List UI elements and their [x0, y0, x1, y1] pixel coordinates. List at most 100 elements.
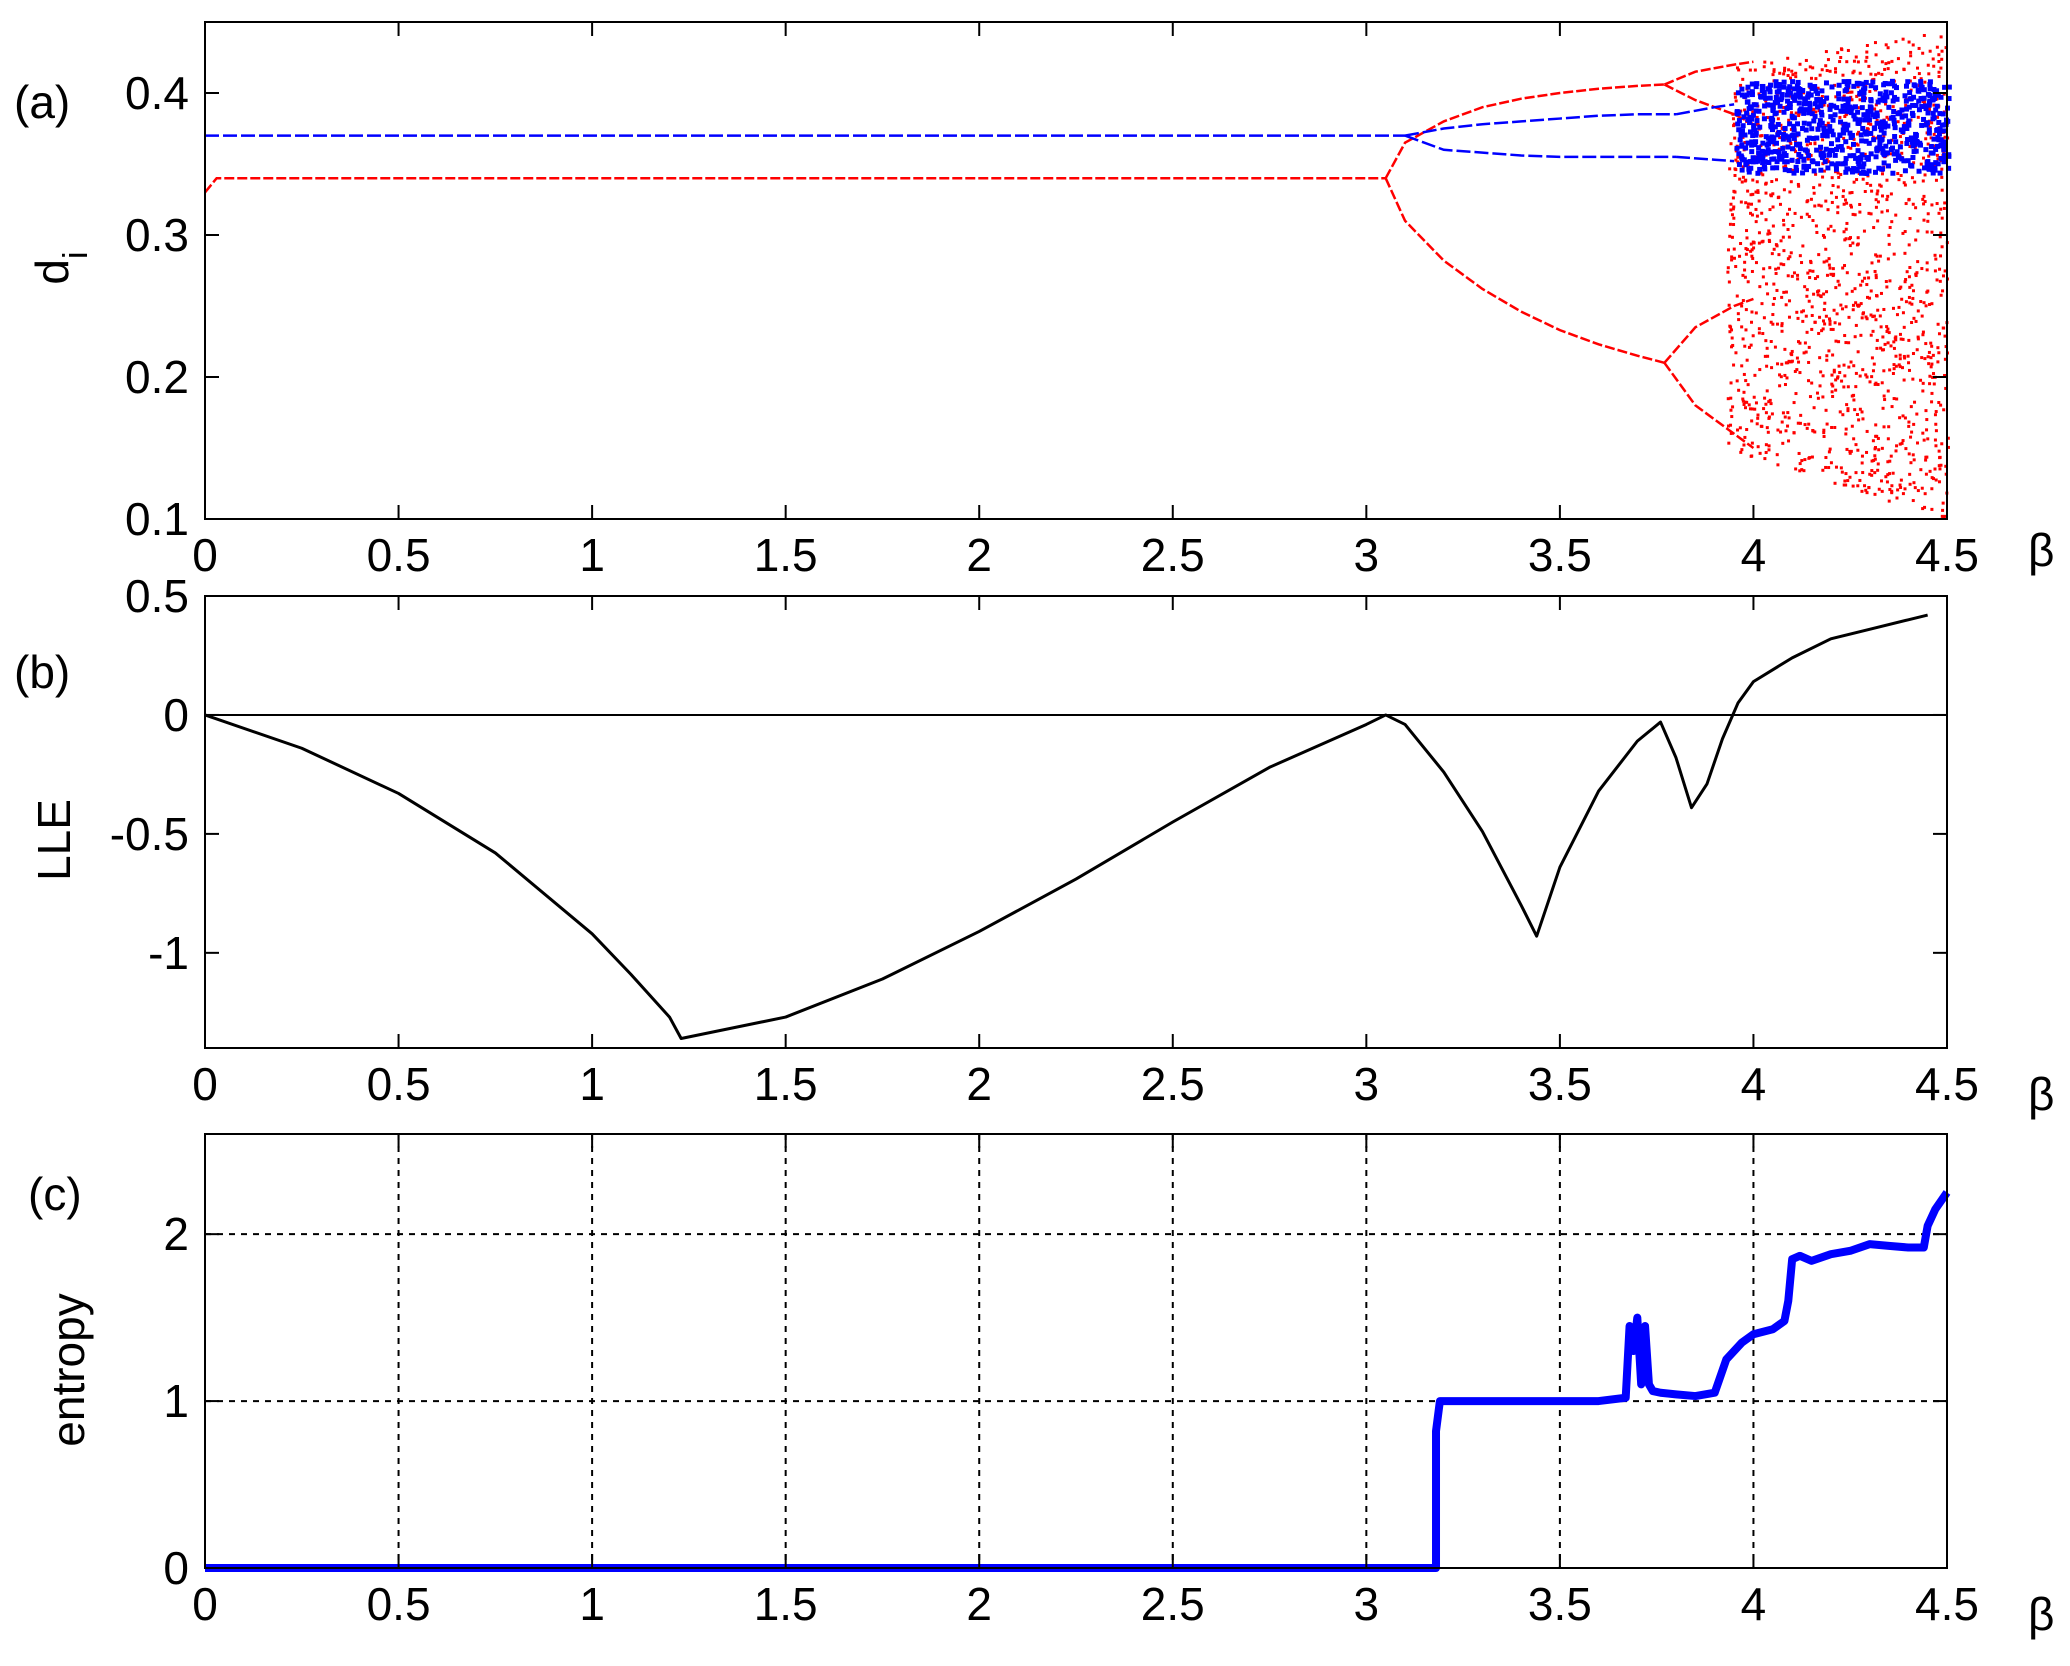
- panel-a-chaos-point: [1886, 67, 1890, 71]
- panel-a-chaos-point: [1764, 142, 1770, 148]
- panel-a-chaos-point: [1735, 379, 1739, 383]
- panel-a-chaos-point: [1783, 66, 1787, 70]
- panel-a-chaos-point: [1825, 259, 1829, 263]
- panel-a-chaos-point: [1853, 213, 1857, 217]
- panel-a-chaos-point: [1820, 132, 1826, 138]
- panel-a-chaos-point: [1930, 110, 1936, 116]
- panel-a-chaos-point: [1757, 166, 1763, 172]
- panel-a-chaos-point: [1794, 83, 1800, 89]
- panel-a-chaos-point: [1888, 279, 1892, 283]
- panel-a-chaos-point: [1909, 54, 1913, 58]
- panel-a-chaos-point: [1776, 463, 1780, 467]
- panel-a-chaos-point: [1858, 210, 1862, 214]
- panel-a-chaos-point: [1845, 292, 1849, 296]
- panel-a-chaos-point: [1791, 73, 1795, 77]
- panel-a-chaos-point: [1934, 127, 1940, 133]
- panel-a-chaos-point: [1735, 90, 1741, 96]
- panel-a-chaos-point: [1771, 313, 1775, 317]
- panel-a-chaos-point: [1737, 137, 1743, 143]
- panel-a-chaos-point: [1833, 83, 1837, 87]
- panel-a-chaos-point: [1822, 169, 1826, 173]
- panel-a-chaos-point: [1744, 201, 1748, 205]
- panel-a-chaos-point: [1877, 259, 1881, 263]
- panel-a-chaos-point: [1926, 130, 1932, 136]
- panel-a-chaos-point: [1779, 123, 1783, 127]
- panel-a-chaos-point: [1928, 302, 1932, 306]
- panel-b: (b) LLE β 0 0.5 1 1.5 2 2.5 3 3.5 4 4.5 0.50-0.5-…: [14, 570, 2054, 1120]
- panel-a-chaos-point: [1903, 251, 1907, 255]
- panel-a-chaos-point: [1806, 153, 1812, 159]
- panel-a-chaos-point: [1908, 217, 1912, 221]
- panel-a-chaos-point: [1762, 407, 1766, 411]
- panel-a-chaos-point: [1819, 370, 1823, 374]
- panel-a-chaos-point: [1875, 99, 1881, 105]
- panel-c-x-tick-label: 2: [966, 1578, 992, 1630]
- panel-a-chaos-point: [1761, 112, 1765, 116]
- panel-a-x-tick-label: 3: [1354, 529, 1380, 581]
- panel-a-chaos-point: [1926, 212, 1930, 216]
- panel-a-chaos-point: [1906, 118, 1912, 124]
- panel-a-chaos-point: [1771, 205, 1775, 209]
- panel-a-chaos-point: [1931, 87, 1937, 93]
- panel-a-chaos-point: [1762, 159, 1768, 165]
- panel-a-chaos-point: [1824, 314, 1828, 318]
- panel-a-chaos-point: [1895, 397, 1899, 401]
- panel-a-chaos-point: [1764, 191, 1768, 195]
- panel-a-chaos-point: [1784, 303, 1788, 307]
- panel-a-chaos-point: [1894, 40, 1898, 44]
- panel-a-chaos-point: [1942, 153, 1948, 159]
- panel-a-chaos-point: [1829, 128, 1835, 134]
- panel-a-chaos-point: [1926, 127, 1932, 133]
- panel-a-chaos-point: [1793, 93, 1799, 99]
- panel-a-chaos-point: [1810, 159, 1816, 165]
- panel-a-chaos-point: [1939, 207, 1943, 211]
- panel-a-chaos-point: [1743, 260, 1747, 264]
- panel-a-chaos-point: [1853, 335, 1857, 339]
- panel-a-chaos-point: [1784, 361, 1788, 365]
- panel-a-chaos-point: [1872, 77, 1876, 81]
- panel-a-chaos-point: [1906, 104, 1912, 110]
- panel-a-chaos-point: [1910, 176, 1914, 180]
- panel-a-chaos-point: [1935, 153, 1939, 157]
- panel-a-chaos-point: [1887, 331, 1891, 335]
- panel-a-chaos-point: [1881, 348, 1885, 352]
- panel-a-chaos-point: [1780, 324, 1784, 328]
- panel-a-chaos-point: [1922, 438, 1926, 442]
- panel-a-chaos-point: [1937, 480, 1941, 484]
- panel-a-chaos-point: [1818, 73, 1822, 77]
- panel-a-chaos-point: [1791, 168, 1795, 172]
- panel-a-chaos-point: [1780, 329, 1784, 333]
- panel-a-chaos-point: [1826, 152, 1832, 158]
- panel-a-chaos-point: [1863, 79, 1869, 85]
- panel-a-chaos-point: [1891, 105, 1895, 109]
- panel-a-chaos-point: [1773, 345, 1777, 349]
- panel-a-chaos-point: [1806, 199, 1810, 203]
- panel-a-chaos-point: [1740, 364, 1744, 368]
- panel-a-chaos-point: [1903, 183, 1907, 187]
- panel-a-chaos-point: [1783, 152, 1789, 158]
- panel-a-chaos-point: [1862, 85, 1868, 91]
- panel-a-chaos-point: [1899, 114, 1905, 120]
- panel-a-chaos-point: [1730, 235, 1734, 239]
- panel-a-chaos-point: [1912, 161, 1916, 165]
- panel-a-chaos-point: [1798, 469, 1802, 473]
- panel-a-chaos-point: [1821, 125, 1827, 131]
- panel-a-chaos-point: [1874, 318, 1878, 322]
- panel-a-chaos-point: [1817, 253, 1821, 257]
- panel-a-series-0-branch: [1384, 177, 1665, 365]
- panel-a-chaos-point: [1751, 192, 1755, 196]
- panel-a-chaos-point: [1907, 295, 1911, 299]
- panel-a-chaos-point: [1873, 454, 1877, 458]
- panel-a-chaos-point: [1786, 411, 1790, 415]
- panel-a-chaos-point: [1836, 185, 1840, 189]
- panel-a-chaos-point: [1911, 453, 1915, 457]
- panel-a-chaos-point: [1943, 374, 1947, 378]
- panel-a-chaos-point: [1897, 305, 1901, 309]
- panel-a-chaos-point: [1751, 256, 1755, 260]
- panel-a-chaos-point: [1735, 294, 1739, 298]
- panel-a-chaos-point: [1890, 220, 1894, 224]
- panel-a-chaos-point: [1946, 445, 1950, 449]
- panel-a-chaos-point: [1896, 57, 1900, 61]
- panel-a-chaos-point: [1850, 424, 1854, 428]
- panel-a-chaos-point: [1860, 461, 1864, 465]
